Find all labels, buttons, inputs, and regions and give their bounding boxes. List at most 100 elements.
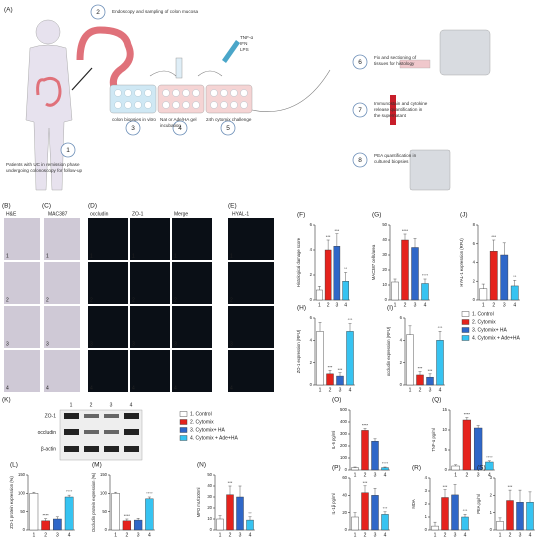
y-tick-label: 6 — [310, 315, 313, 320]
y-tick-label: 100 — [18, 490, 26, 495]
x-tick-label: 3 — [137, 532, 140, 538]
image-row-number: 4 — [46, 385, 49, 391]
error-bar — [335, 233, 339, 247]
significance: *** — [228, 480, 233, 485]
x-tick-label: 1 — [482, 302, 485, 308]
band-label: ZO-1 — [45, 413, 57, 419]
y-tick-label: 2 — [310, 360, 313, 365]
reagent: LPS — [240, 47, 249, 52]
bar — [333, 246, 341, 301]
error-bar — [373, 488, 377, 496]
error-bar — [363, 485, 367, 493]
bar — [246, 519, 254, 531]
y-tick-label: 20 — [207, 505, 212, 510]
y-tick-label: 150 — [100, 472, 108, 477]
error-bar — [344, 272, 348, 282]
error-bar — [363, 428, 367, 431]
error-bar — [318, 322, 322, 332]
step-number: 3 — [131, 125, 135, 132]
step-number: 4 — [178, 125, 182, 132]
step-number: 6 — [358, 59, 362, 66]
step-number: 5 — [226, 125, 230, 132]
y-axis-label: occludin expression (RFU) — [386, 326, 391, 376]
panel-label: (A) — [4, 7, 13, 14]
legend-swatch — [461, 335, 470, 341]
y-tick-label: 6 — [473, 241, 476, 246]
image-row-number: 1 — [6, 253, 9, 259]
x-tick-label: 1 — [319, 387, 322, 393]
x-tick-label: 1 — [32, 532, 35, 538]
legend-label: 4. Cytomix + Ade+HA — [190, 435, 238, 441]
error-bar — [428, 373, 432, 378]
significance: **** — [124, 513, 131, 518]
y-tick-label: 6 — [310, 222, 313, 227]
significance: °°° — [438, 325, 443, 330]
step-circle — [90, 4, 106, 20]
y-tick-label: 40 — [342, 492, 347, 497]
step-circle — [60, 142, 76, 158]
significance: *** — [418, 366, 423, 371]
error-bar — [443, 489, 447, 498]
bar — [436, 340, 444, 386]
x-tick-label: 2 — [44, 532, 47, 538]
panel-label: (H) — [297, 305, 306, 312]
y-tick-label: 20 — [342, 510, 347, 515]
error-bar — [423, 278, 427, 284]
significance: °°° — [383, 506, 388, 511]
panel-label: (R) — [412, 465, 421, 472]
error-bar — [508, 489, 512, 501]
x-tick-label: 4 — [384, 532, 387, 538]
step-text: Endoscopy and sampling of colon mucosa — [112, 9, 199, 14]
significance: °°°° — [382, 461, 389, 466]
bar — [342, 281, 349, 301]
bar — [41, 520, 50, 531]
error-bar — [502, 242, 506, 255]
image-row-number: 2 — [230, 297, 233, 303]
image-title: ZO-1 — [132, 211, 144, 217]
error-bar — [32, 492, 36, 494]
step-text: Patients with UC in remission phase — [6, 162, 80, 167]
panel-label: (J) — [460, 212, 468, 219]
step-text: colon biopsies in vitro — [112, 117, 156, 122]
image-row-number: 3 — [90, 341, 93, 347]
y-axis-label: IL-6 pg/ml — [331, 431, 336, 450]
significance: *** — [428, 368, 433, 373]
significance: °°°° — [66, 489, 73, 494]
bar — [391, 281, 399, 301]
bar — [324, 249, 332, 301]
panel-label: (L) — [10, 462, 18, 469]
legend-label: 2. Cytomix — [190, 419, 214, 425]
image-row-number: 4 — [90, 385, 93, 391]
lane-label: 4 — [130, 402, 133, 408]
lane-label: 1 — [70, 402, 73, 408]
legend-swatch — [179, 427, 188, 433]
reagent: IFN — [240, 41, 247, 46]
step-number: 7 — [358, 107, 362, 114]
y-axis-label: Histological damage score — [296, 237, 301, 287]
bar — [406, 334, 414, 386]
error-bar — [373, 438, 377, 442]
y-tick-label: 0 — [210, 527, 213, 532]
image-row-number: 3 — [46, 341, 49, 347]
y-axis-label: HYAL-1 expression (RFU) — [459, 238, 464, 287]
legend-swatch — [461, 319, 470, 325]
bar — [431, 525, 439, 531]
x-tick-label: 3 — [56, 532, 59, 538]
significance: *** — [363, 480, 368, 485]
y-tick-label: 2 — [400, 360, 403, 365]
significance: **** — [43, 513, 50, 518]
y-tick-label: 10 — [207, 516, 212, 521]
bar — [451, 465, 460, 471]
bar — [361, 492, 369, 531]
step-text: release quantification in — [374, 107, 423, 112]
x-tick-label: 3 — [503, 302, 506, 308]
panel-label: (P) — [332, 465, 341, 472]
bar — [381, 514, 389, 531]
y-axis-label: ZO-1 protein expression (%) — [9, 476, 14, 529]
bar — [489, 251, 498, 301]
y-tick-label: 30 — [382, 252, 387, 257]
significance: *** — [508, 484, 513, 489]
bar — [421, 283, 429, 301]
image-row-number: 1 — [90, 253, 93, 259]
